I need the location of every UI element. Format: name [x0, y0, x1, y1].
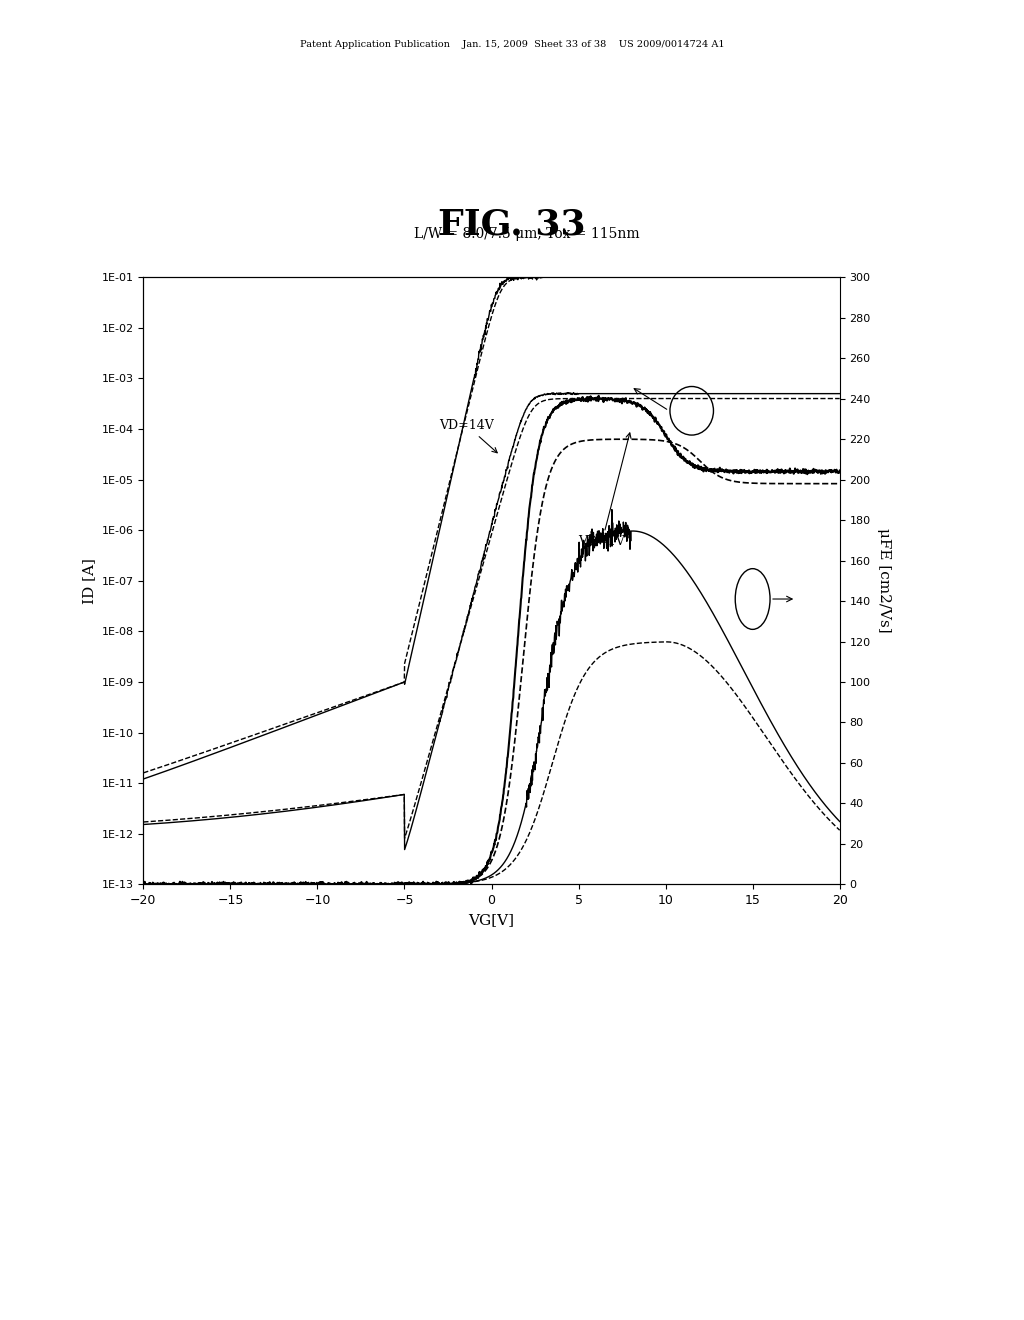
- Y-axis label: ID [A]: ID [A]: [82, 558, 96, 603]
- Text: Patent Application Publication    Jan. 15, 2009  Sheet 33 of 38    US 2009/00147: Patent Application Publication Jan. 15, …: [300, 40, 724, 49]
- Text: VD=14V: VD=14V: [439, 418, 498, 453]
- Text: FIG. 33: FIG. 33: [438, 207, 586, 242]
- Y-axis label: μFE [cm2/Vs]: μFE [cm2/Vs]: [878, 528, 892, 634]
- X-axis label: VG[V]: VG[V]: [469, 912, 514, 927]
- Text: L/W = 8.0/7.5 μm, Tox = 115nm: L/W = 8.0/7.5 μm, Tox = 115nm: [414, 227, 639, 240]
- Text: VD=1V: VD=1V: [579, 433, 631, 548]
